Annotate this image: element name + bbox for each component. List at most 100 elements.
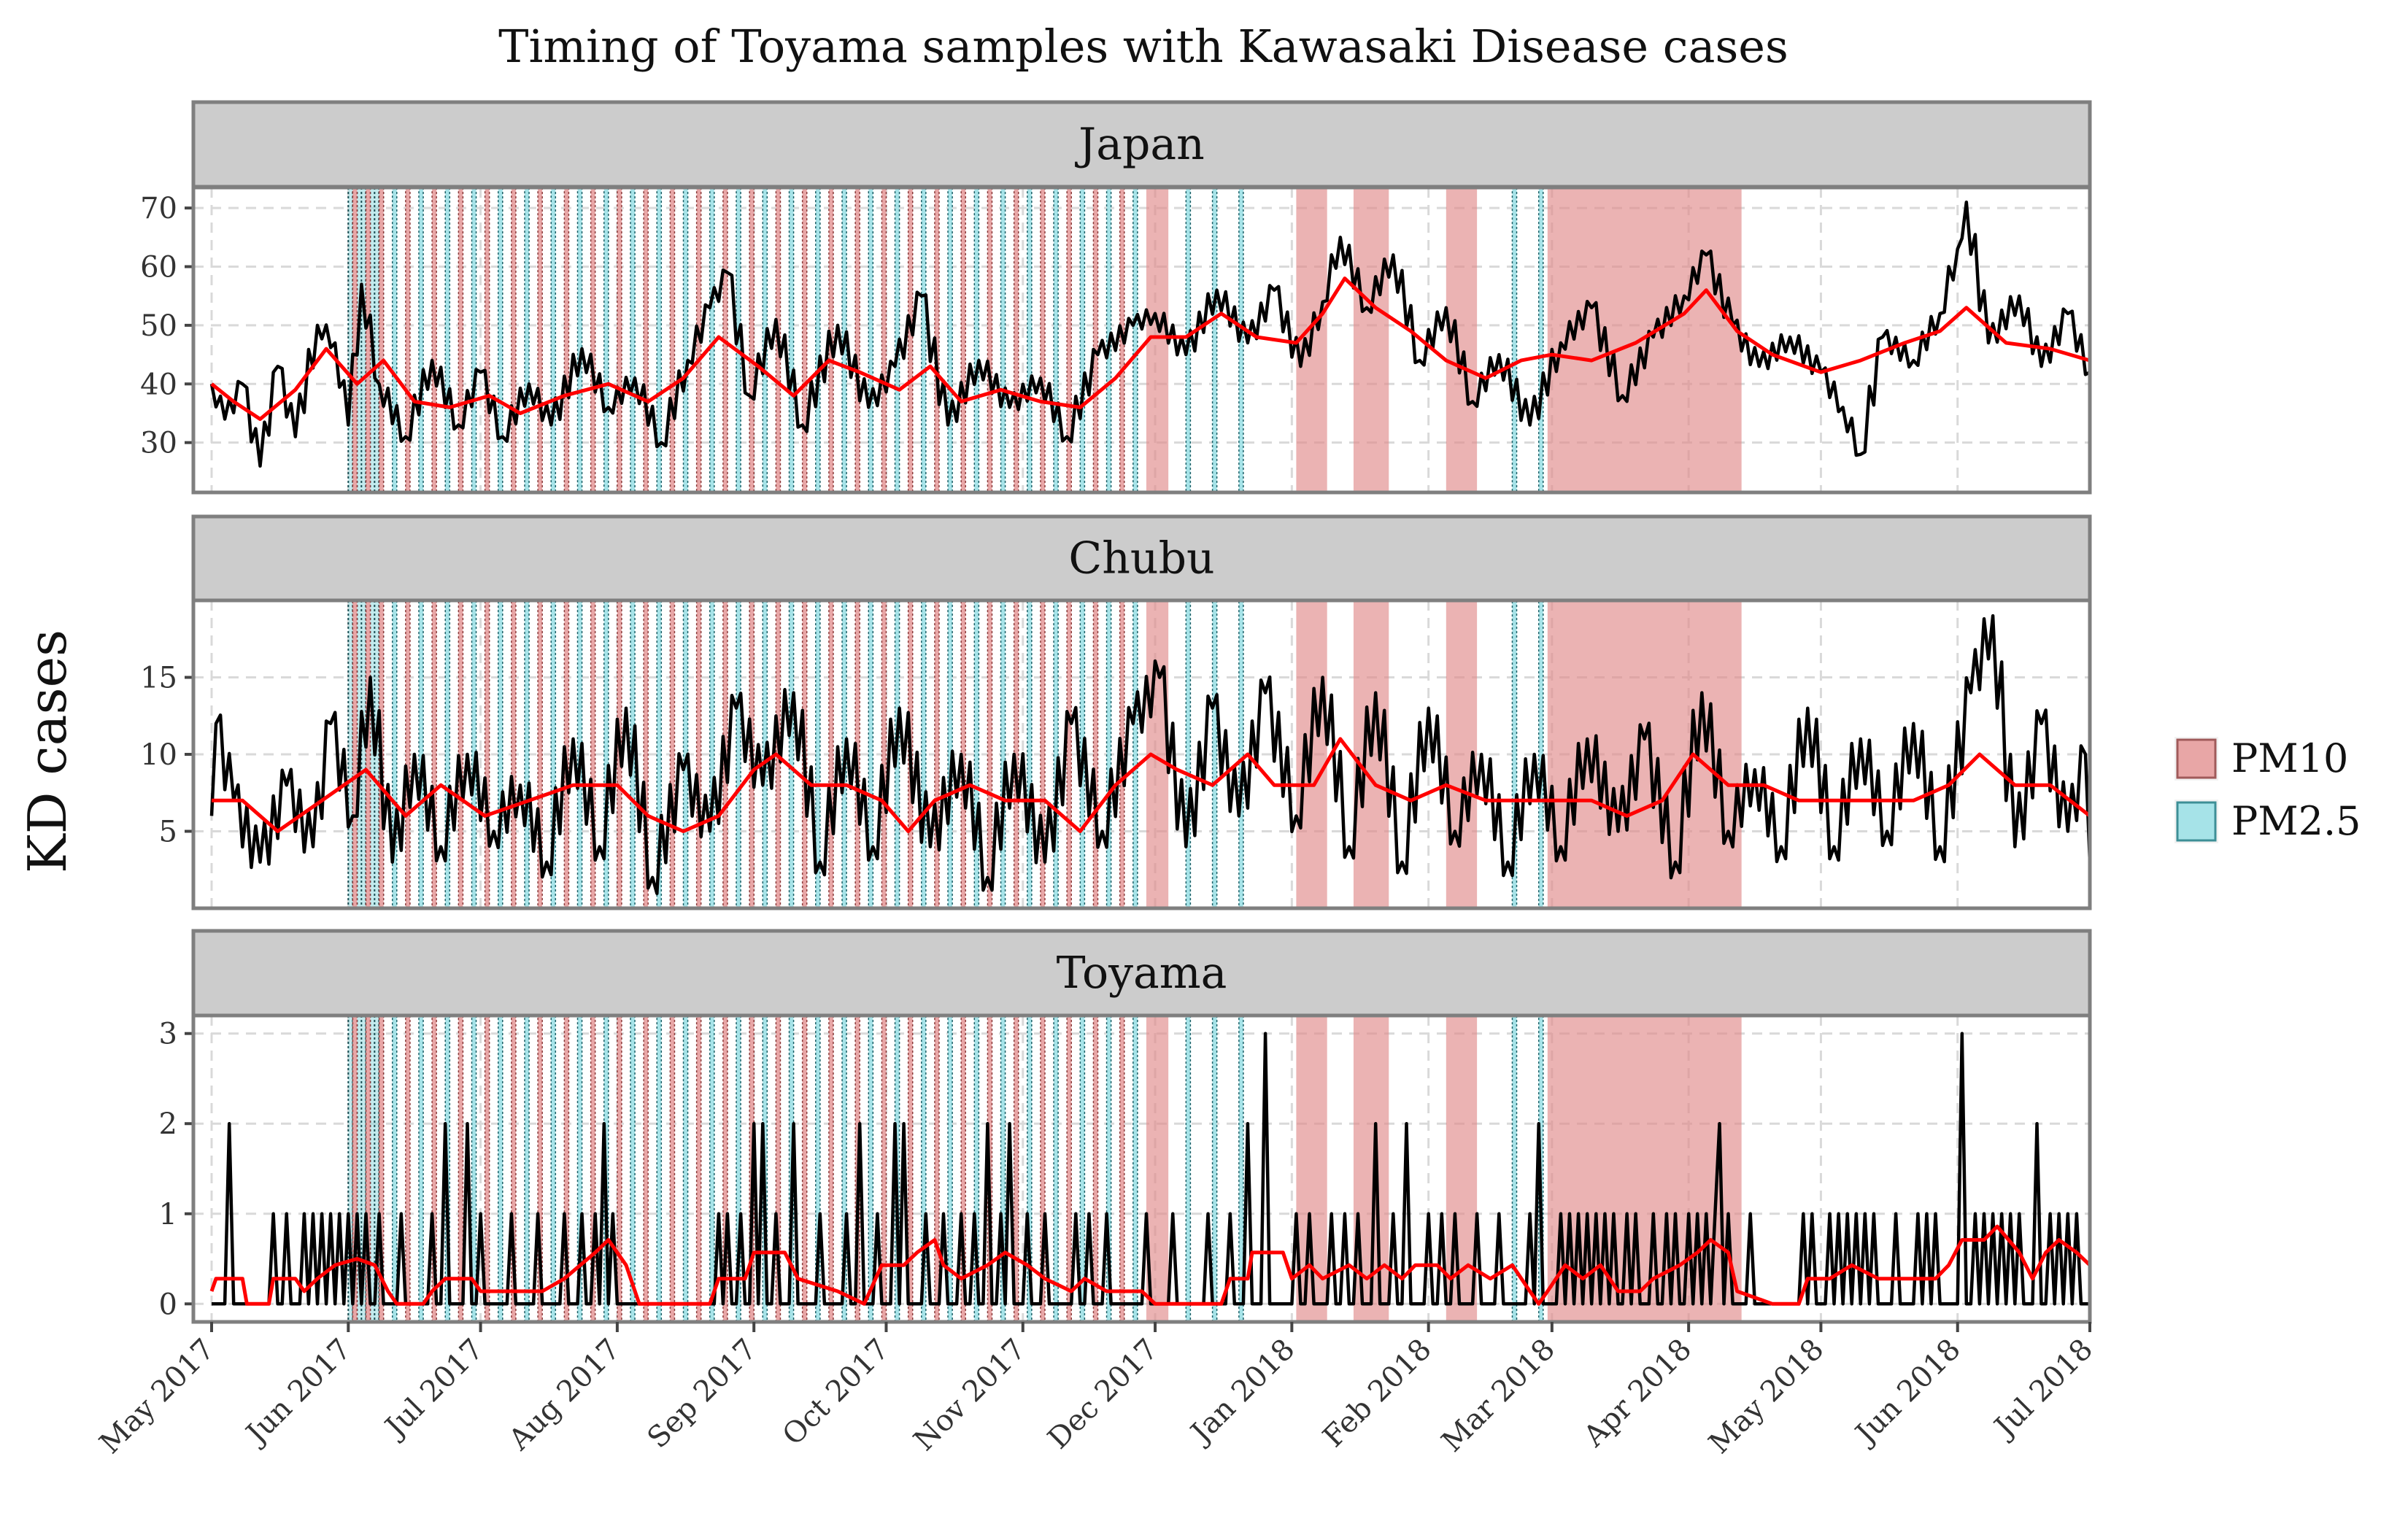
pm25-sample-band [524, 1015, 530, 1323]
pm10-sample-band [987, 187, 993, 493]
pm25-sample-band [497, 187, 503, 493]
pm25-sample-band [815, 1015, 821, 1323]
y-tick-label: 15 [140, 662, 177, 695]
pm10-sample-band [431, 187, 437, 493]
pm10-sample-band [854, 187, 860, 493]
pm10-sample-band [669, 187, 676, 493]
pm10-period [1353, 187, 1389, 492]
y-tick-label: 70 [140, 192, 177, 225]
y-tick-label: 5 [159, 816, 177, 849]
panel-border [191, 1013, 2092, 1324]
pm25-sample-band [550, 600, 557, 909]
legend-label: PM2.5 [2231, 798, 2361, 844]
pm10-sample-band [537, 187, 543, 493]
pm10-sample-band [458, 187, 464, 493]
pm10-sample-band [484, 1015, 490, 1323]
y-tick-label: 3 [159, 1018, 177, 1051]
panel-strip-label: Japan [1074, 119, 1205, 170]
pm10-sample-band [563, 1015, 570, 1323]
pm25-sample-band [1537, 187, 1544, 493]
pm25-sample-band [1000, 187, 1006, 493]
pm10-sample-band [643, 187, 649, 493]
pm10-sample-band [960, 187, 966, 493]
pm10-sample-band [378, 1015, 385, 1323]
pm25-sample-band [1238, 600, 1244, 909]
pm25-sample-band [973, 600, 980, 909]
pm10-period [1547, 187, 1742, 492]
x-tick-label: May 2017 [93, 1333, 221, 1461]
pm25-sample-band [576, 187, 583, 493]
pm25-sample-band [603, 600, 609, 909]
panel-border [191, 598, 2092, 910]
legend: PM10 PM2.5 [2174, 735, 2361, 844]
pm10-sample-band [881, 600, 887, 909]
pm25-sample-band [418, 187, 424, 493]
pm10-sample-band [1013, 187, 1019, 493]
pm10-sample-band [960, 1015, 966, 1323]
pm10-sample-band [511, 600, 517, 909]
pm25-sample-band [788, 187, 795, 493]
panel-strip [191, 514, 2092, 603]
pm10-sample-band [1013, 600, 1019, 909]
pm10-sample-band [617, 1015, 622, 1323]
pm10-sample-band [431, 1015, 437, 1323]
pm25-sample-band [550, 187, 557, 493]
pm10-sample-band [1013, 1015, 1019, 1323]
panel-border [191, 185, 2092, 495]
pm10-sample-band [1092, 187, 1099, 493]
pm10-sample-band [643, 1015, 649, 1323]
pm10-sample-band [669, 1015, 676, 1323]
pm10-sample-band [695, 600, 702, 909]
pm10-sample-band [749, 187, 755, 493]
pm10-sample-band [537, 600, 543, 909]
panel-chubu: Chubu 5 10 15 [140, 514, 2092, 910]
pm25-sample-band [471, 187, 477, 493]
legend-key-pm25 [2176, 801, 2217, 842]
panel-background [193, 187, 2090, 492]
pm25-sample-band [868, 600, 874, 909]
pm25-sample-band [709, 600, 715, 909]
y-tick-label: 60 [140, 251, 177, 285]
pm25-sample-band [391, 1015, 398, 1323]
y-tick-label: 50 [140, 309, 177, 343]
pm25-sample-band [1511, 187, 1518, 493]
x-tick-label: Jul 2018 [1986, 1333, 2099, 1446]
pm10-sample-band [801, 187, 808, 493]
pm10-sample-band [907, 1015, 914, 1323]
series-daily-line [209, 200, 2091, 468]
pm25-sample-band [736, 600, 741, 909]
pm10-sample-band [617, 187, 622, 493]
x-tick-label: Dec 2017 [1041, 1333, 1165, 1456]
pm10-sample-band [1040, 187, 1046, 493]
pm10-sample-band [352, 1015, 358, 1323]
legend-key-pm10 [2176, 738, 2217, 779]
pm25-sample-band [921, 600, 927, 909]
pm25-sample-band [1211, 187, 1218, 493]
x-tick-label: Feb 2018 [1316, 1333, 1438, 1454]
pm25-sample-band [868, 187, 874, 493]
pm25-sample-band [1185, 600, 1192, 909]
pm10-sample-band [828, 600, 834, 909]
pm25-sample-band [1000, 600, 1006, 909]
pm25-sample-band [973, 1015, 980, 1323]
pm25-sample-band [391, 187, 398, 493]
panel-strip-label: Toyama [1057, 948, 1227, 999]
panel-strip [191, 929, 2092, 1018]
pm10-sample-band [352, 600, 358, 909]
x-tick-label: Nov 2017 [908, 1333, 1033, 1458]
pm10-sample-band [1040, 1015, 1046, 1323]
x-tick-label: Jan 2018 [1183, 1333, 1302, 1452]
legend-label: PM10 [2231, 735, 2348, 781]
pm10-sample-band [378, 187, 385, 493]
pm10-sample-band [1092, 600, 1099, 909]
pm25-sample-band [471, 1015, 477, 1323]
pm25-sample-band [682, 1015, 689, 1323]
pm25-sample-band [1027, 187, 1033, 493]
pm25-sample-band [1105, 1015, 1112, 1323]
pm10-sample-band [537, 1015, 543, 1323]
y-tick-label: 10 [140, 738, 177, 772]
pm25-sample-band [1053, 187, 1059, 493]
pm10-sample-band [484, 600, 490, 909]
pm10-sample-band [775, 1015, 782, 1323]
chart-title: Timing of Toyama samples with Kawasaki D… [498, 20, 1788, 73]
